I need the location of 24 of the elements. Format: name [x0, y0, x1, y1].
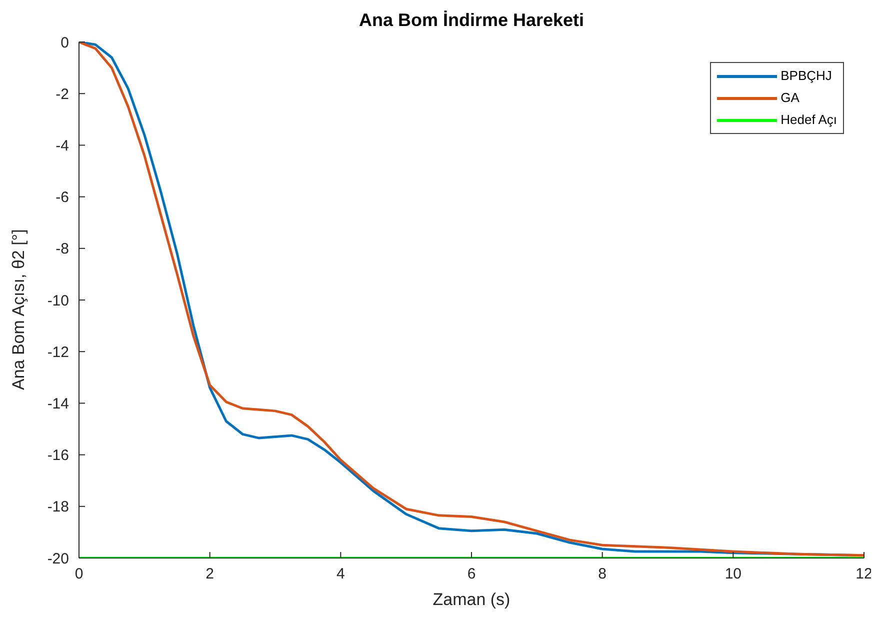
x-tick-label: 6 — [467, 566, 476, 583]
y-axis-title: Ana Bom Açısı, θ2 [°] — [9, 229, 28, 390]
y-tick-label: -16 — [47, 447, 69, 464]
legend-label: BPBÇHJ — [780, 67, 832, 85]
chart-title: Ana Bom İndirme Hareketi — [358, 10, 586, 31]
y-tick-label: -10 — [47, 292, 69, 310]
y-tick-label: -20 — [47, 550, 69, 568]
x-tick-label: 4 — [336, 566, 345, 583]
y-tick-label: -8 — [56, 240, 69, 258]
x-tick-label: 10 — [724, 566, 742, 583]
x-tick-label: 2 — [206, 566, 214, 583]
y-tick-label: -14 — [47, 396, 69, 413]
y-tick-label: -4 — [56, 138, 69, 155]
legend-label: GA — [780, 89, 800, 107]
y-tick-label: -2 — [56, 86, 69, 103]
legend-label: Hedef Açı — [780, 111, 837, 129]
y-tick-label: 0 — [60, 34, 69, 52]
line-series — [79, 42, 864, 557]
x-tick-label: 8 — [598, 566, 607, 583]
x-tick-label: 0 — [74, 566, 84, 583]
y-tick-label: -12 — [47, 344, 69, 361]
x-axis-title: Zaman (s) — [432, 590, 510, 609]
y-tick-label: -6 — [56, 189, 69, 206]
y-tick-label: -18 — [47, 498, 69, 516]
